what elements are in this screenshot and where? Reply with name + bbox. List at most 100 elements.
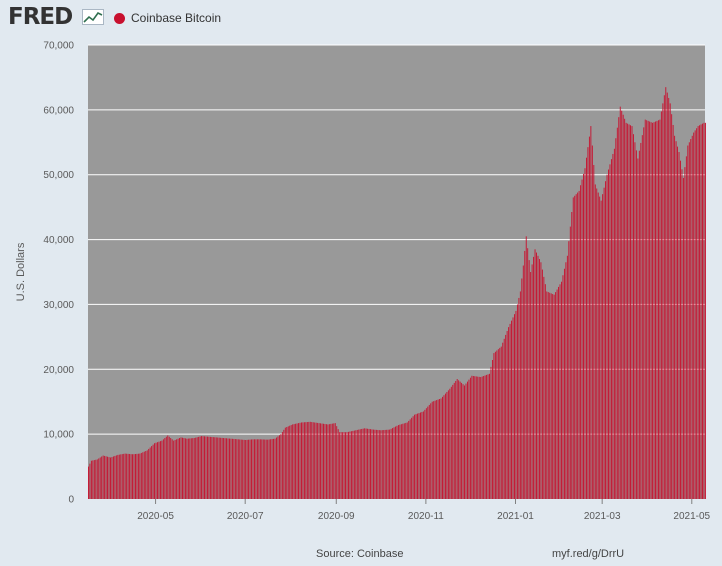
price-bar (478, 376, 480, 499)
price-bar (183, 438, 185, 499)
price-bar (245, 439, 247, 499)
price-bar (349, 431, 351, 499)
price-bar (205, 436, 207, 499)
price-bar (98, 458, 100, 499)
price-bar (690, 139, 692, 500)
price-bar (452, 384, 454, 499)
price-bar (411, 417, 413, 499)
price-bar (531, 264, 533, 499)
price-bar (189, 438, 191, 499)
price-bar (408, 420, 410, 499)
price-bar (427, 406, 429, 499)
price-bar (386, 429, 388, 499)
price-bar (318, 423, 320, 499)
price-bar (403, 423, 405, 499)
price-bar (566, 255, 568, 499)
price-bar (453, 382, 455, 499)
price-bar (477, 376, 479, 499)
price-bar (655, 121, 656, 499)
price-bar (514, 314, 515, 499)
y-axis-ticks: 0 10,000 20,000 30,000 40,000 50,000 60,000 70,… (43, 41, 74, 506)
price-bar (364, 428, 366, 499)
price-bar (697, 126, 699, 500)
price-bar (296, 423, 298, 499)
price-bar (646, 120, 648, 499)
price-bar (415, 414, 417, 499)
price-bar (649, 121, 651, 499)
price-bar (630, 125, 631, 499)
price-bar (446, 391, 448, 499)
price-bar (521, 278, 523, 499)
price-bar (638, 150, 640, 499)
price-bar (317, 422, 319, 499)
price-bar (421, 411, 423, 499)
x-tick-label: 2020-11 (408, 511, 444, 522)
price-bar (425, 408, 427, 499)
price-bar (261, 439, 263, 499)
price-bar (688, 142, 690, 500)
price-bar (481, 376, 483, 499)
price-bar (633, 134, 634, 499)
price-bar (613, 148, 615, 499)
price-bar (468, 379, 470, 499)
price-bar (365, 428, 367, 499)
price-bar (665, 87, 667, 500)
graph-logo-icon (82, 9, 104, 25)
fred-logo[interactable]: FRED (8, 4, 73, 30)
price-bar (187, 438, 189, 499)
price-bar (381, 430, 383, 499)
price-bar (409, 419, 411, 499)
price-bar (295, 423, 297, 499)
price-bar (483, 375, 485, 499)
price-bar (243, 439, 245, 499)
price-bar (262, 439, 264, 499)
price-bar (436, 400, 438, 499)
price-bar (699, 125, 701, 499)
price-bar (561, 281, 562, 499)
price-bar (206, 436, 208, 499)
x-tick-label: 2020-05 (137, 511, 174, 522)
price-bar (500, 346, 502, 499)
price-bar (215, 437, 217, 499)
y-tick-label: 70,000 (43, 41, 74, 52)
price-bar (112, 456, 114, 499)
price-bar (290, 425, 292, 499)
price-bar (406, 422, 408, 499)
price-bar (346, 432, 348, 499)
price-bar (506, 331, 508, 499)
price-bar (179, 438, 180, 499)
y-tick-label: 60,000 (43, 105, 74, 116)
legend-marker (114, 13, 125, 24)
price-bar (265, 439, 267, 499)
price-bar (631, 126, 633, 500)
price-bar (292, 424, 294, 499)
price-bar (656, 120, 658, 499)
price-bar (605, 181, 607, 499)
price-bar (180, 437, 182, 499)
price-bar (596, 188, 598, 499)
price-bar (255, 439, 257, 499)
price-bar (148, 448, 150, 499)
price-bar (137, 453, 139, 499)
price-bar (494, 351, 496, 499)
source-credit: Source: Coinbase (316, 548, 404, 560)
price-bar (556, 289, 558, 499)
x-axis-ticks: 2020-05 2020-07 2020-09 2020-11 2021-01 2021-… (137, 499, 711, 522)
price-bar (657, 120, 659, 499)
short-link[interactable]: myf.red/g/DrrU (552, 548, 625, 560)
price-bar (371, 429, 373, 499)
price-bar (685, 156, 687, 500)
price-bar (220, 437, 222, 499)
price-bar (447, 390, 449, 499)
price-bar (171, 439, 173, 499)
price-bar (331, 423, 333, 499)
price-bar (390, 428, 392, 499)
price-bar (276, 437, 277, 499)
price-bar (88, 466, 89, 499)
price-bar (274, 438, 276, 499)
legend-label[interactable]: Coinbase Bitcoin (131, 11, 222, 25)
price-bar (487, 374, 489, 499)
price-bar (475, 376, 477, 499)
price-bar (312, 422, 314, 499)
